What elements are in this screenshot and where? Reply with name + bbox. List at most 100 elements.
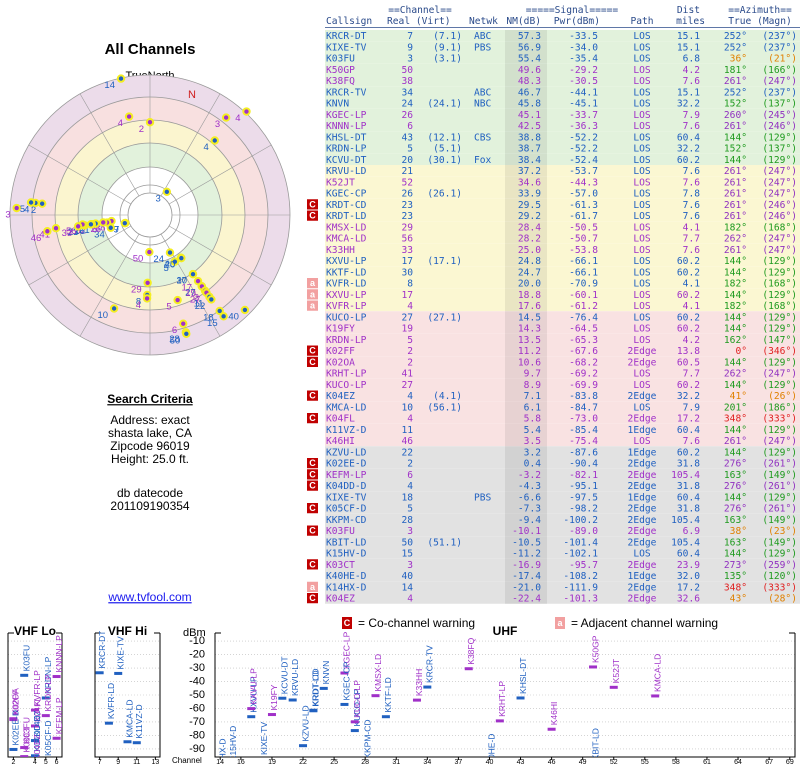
table-row <box>325 277 800 289</box>
table-row <box>325 142 800 154</box>
cell-real: 50 <box>401 65 413 76</box>
cell-dist: 4.2 <box>683 65 700 76</box>
table-row <box>325 165 800 177</box>
cell-nm: 9.7 <box>524 369 542 380</box>
nm-column-shade <box>505 131 547 143</box>
cell-real: 24 <box>401 99 413 110</box>
cell-real: 43 <box>401 132 413 143</box>
signal-label: KUCO-LP <box>352 688 362 726</box>
cell-virt: (5.1) <box>433 144 462 155</box>
cell-mag: (149°) <box>762 537 797 548</box>
warning-letter: C <box>309 526 316 536</box>
station-marker <box>242 107 251 116</box>
cell-pwr: -30.5 <box>569 76 598 87</box>
cell-pwr: -34.0 <box>569 42 598 53</box>
signal-mark <box>9 747 18 751</box>
cell-az: 252° <box>724 31 747 42</box>
table-header: True (Magn) <box>728 16 792 27</box>
table-row <box>325 592 800 604</box>
cell-path: LOS <box>633 369 651 380</box>
cell-az: 144° <box>724 380 747 391</box>
cell-path: LOS <box>633 335 651 346</box>
cell-az: 163° <box>724 537 747 548</box>
panel-frame <box>94 633 161 758</box>
x-tick-label: 28 <box>361 759 369 766</box>
table-row <box>325 232 800 244</box>
x-tick-label: 61 <box>703 759 711 766</box>
nm-column-shade <box>505 221 547 233</box>
table-row <box>325 581 800 593</box>
cell-dist: 7.7 <box>683 234 701 245</box>
cell-pwr: -61.7 <box>569 211 598 222</box>
cell-dist: 32.2 <box>677 391 700 402</box>
cell-real: 21 <box>401 166 413 177</box>
warning-icon <box>307 525 318 536</box>
cell-real: 5 <box>407 335 413 346</box>
cell-virt: (7.1) <box>433 31 462 42</box>
cell-real: 20 <box>401 155 413 166</box>
cell-path: LOS <box>633 279 651 290</box>
cell-path: LOS <box>633 144 651 155</box>
legend-icon-letter: a <box>557 618 563 628</box>
cell-az: 261° <box>724 245 747 256</box>
legend-icon <box>342 617 352 629</box>
signal-mark <box>31 724 39 728</box>
station-channel: 9 <box>114 225 119 236</box>
cell-pwr: -50.5 <box>569 222 598 233</box>
signal-mark <box>52 675 61 679</box>
cell-real: 8 <box>407 279 413 290</box>
station-channel: 40 <box>228 311 239 322</box>
table-header: Dist <box>677 5 700 16</box>
station-channel: 11 <box>194 298 204 309</box>
criteria-line: Address: exact <box>110 413 190 427</box>
cell-real: 2 <box>407 346 413 357</box>
cell-az: 36° <box>730 54 747 65</box>
warning-letter: C <box>309 469 316 479</box>
signal-mark <box>547 727 556 731</box>
x-tick-label: 67 <box>765 759 773 766</box>
cell-pwr: -44.3 <box>569 177 598 188</box>
cell-path: 2Edge <box>628 560 657 571</box>
cell-call: K04EZ <box>326 391 355 402</box>
table-header: miles <box>676 16 705 27</box>
cell-nm: -10.1 <box>512 526 541 537</box>
y-tick-label: -30 <box>189 662 205 674</box>
cell-call: KRDT-LD <box>326 211 367 222</box>
warning-letter: C <box>309 357 316 367</box>
cell-dist: 105.4 <box>671 537 700 548</box>
cell-dist: 23.9 <box>677 560 700 571</box>
table-row <box>325 198 800 210</box>
site-link[interactable]: www.tvfool.com <box>107 590 191 604</box>
table-row <box>325 97 800 109</box>
cell-pwr: -69.2 <box>569 369 598 380</box>
nm-column-shade <box>505 333 547 345</box>
table-row <box>325 412 800 424</box>
cell-mag: (346°) <box>762 346 797 357</box>
signal-label: K40HE-D <box>487 734 497 768</box>
signal-mark <box>651 694 660 698</box>
cell-real: 10 <box>401 402 413 413</box>
table-header: Netwk <box>469 16 498 27</box>
cell-call: KXVU-LP <box>326 256 367 267</box>
cell-nm: -17.4 <box>512 571 541 582</box>
signal-label: KRDT-CD <box>311 668 321 706</box>
cell-mag: (129°) <box>762 312 797 323</box>
warning-icon <box>307 480 318 491</box>
cell-nm: -16.9 <box>512 560 541 571</box>
cell-dist: 7.6 <box>683 177 701 188</box>
cell-real: 2 <box>407 459 413 470</box>
cell-call: KCVU-DT <box>326 155 367 166</box>
cell-path: LOS <box>633 87 651 98</box>
cell-mag: (261°) <box>762 481 797 492</box>
nm-column-shade <box>505 558 547 570</box>
station-channel: 5 <box>166 302 171 313</box>
warning-icon <box>307 593 318 604</box>
cell-real: 38 <box>401 76 413 87</box>
table-row <box>325 120 800 132</box>
signal-mark <box>412 698 421 702</box>
cell-pwr: -84.7 <box>569 402 598 413</box>
panel-plot: KRCR-DT KIXE-TV KVFR-LD KMCA-LD K11VZ-D <box>95 631 144 745</box>
nm-column-shade <box>505 176 547 188</box>
cell-call: KIXE-TV <box>326 42 367 53</box>
